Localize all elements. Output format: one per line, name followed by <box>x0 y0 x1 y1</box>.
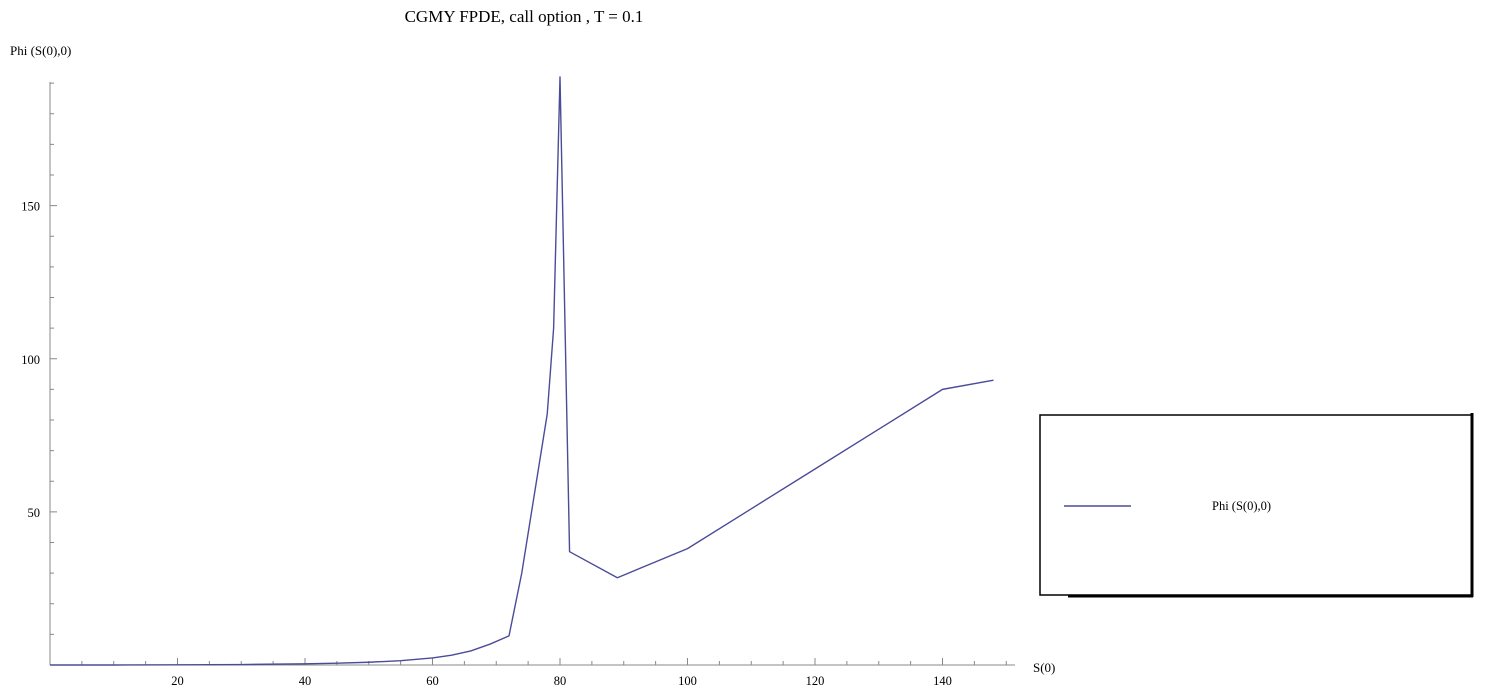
y-axis-label: Phi (S(0),0) <box>10 43 71 58</box>
legend-frame <box>1039 414 1473 596</box>
x-tick-label: 140 <box>933 674 952 688</box>
x-tick-label: 80 <box>554 674 567 688</box>
legend-label: Phi (S(0),0) <box>1212 499 1271 513</box>
y-tick-label: 50 <box>28 506 41 520</box>
y-tick-label: 150 <box>21 200 40 214</box>
x-tick-label: 40 <box>299 674 312 688</box>
x-tick-label: 120 <box>806 674 825 688</box>
y-tick-label: 100 <box>21 353 40 367</box>
y-ticks: 50 100 150 <box>21 82 57 635</box>
x-ticks: 20 40 60 80 100 120 140 <box>81 658 1007 688</box>
x-tick-label: 60 <box>426 674 439 688</box>
x-tick-label: 20 <box>171 674 184 688</box>
legend: Phi (S(0),0) <box>1039 413 1474 598</box>
series-line <box>50 76 994 666</box>
x-axis-label: S(0) <box>1033 660 1055 675</box>
chart-title: CGMY FPDE, call option , T = 0.1 <box>405 7 644 26</box>
x-tick-label: 100 <box>678 674 697 688</box>
